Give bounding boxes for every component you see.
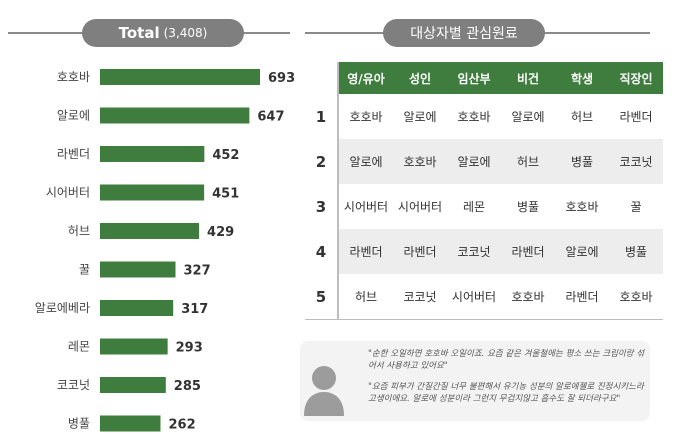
- table-cell: 병풀: [555, 139, 609, 184]
- category-label: 시어버터: [46, 186, 90, 200]
- rank-cell: 5: [305, 274, 339, 320]
- column-header-pregnant: 임산부: [447, 62, 501, 94]
- table-cell: 라벤더: [338, 229, 393, 274]
- category-label: 병풀: [68, 417, 90, 431]
- table-cell: 알로에: [447, 139, 501, 184]
- category-label: 허브: [68, 224, 90, 238]
- table-cell: 라벤더: [501, 229, 555, 274]
- table-cell: 병풀: [609, 229, 663, 274]
- rank-cell: 1: [305, 94, 339, 139]
- bar: [100, 184, 205, 201]
- category-label: 꿀: [79, 263, 90, 277]
- category-label: 호호바: [57, 70, 90, 84]
- category-label: 코코넛: [57, 378, 90, 392]
- left-header-rule-right: [238, 32, 290, 34]
- person-silhouette-icon: [304, 366, 344, 416]
- bar: [100, 415, 161, 432]
- table-cell: 코코넛: [609, 139, 663, 184]
- column-header-vegan: 비건: [501, 62, 555, 94]
- value-label: 451: [212, 187, 239, 202]
- table-cell: 호호바: [393, 139, 447, 184]
- preference-table: 영/유아 성인 임산부 비건 학생 직장인 1 호호바 알로에 호호바 알로에 …: [305, 62, 663, 320]
- bar: [100, 223, 200, 239]
- value-label: 293: [176, 341, 203, 356]
- table-cell: 알로에: [338, 139, 393, 184]
- table-cell: 알로에: [403, 110, 437, 124]
- rank-cell: 2: [305, 139, 339, 184]
- value-label: 429: [207, 225, 234, 240]
- table-row: 5 허브 코코넛 시어버터 호호바 라벤더 호호바: [305, 274, 663, 320]
- quote-text-2: "요즘 피부가 간질간질 너무 불편해서 유기농 성분의 알로에젤로 진정시키느…: [368, 382, 644, 404]
- table-cell: 시어버터: [343, 200, 389, 214]
- table-corner: [305, 62, 339, 94]
- table-cell: 라벤더: [619, 110, 653, 124]
- table-cell: 호호바: [457, 110, 491, 124]
- table-cell: 허브: [501, 139, 555, 184]
- value-label: 317: [181, 302, 208, 317]
- quote-text-1: "순한 오일하면 호호바 오일이죠. 요즘 같은 겨울철에는 평소 쓰는 크림이…: [368, 349, 645, 371]
- table-cell: 병풀: [516, 200, 540, 214]
- table-cell: 허브: [570, 110, 594, 124]
- value-label: 693: [268, 71, 295, 86]
- bar: [100, 69, 260, 85]
- right-header-rule-left: [305, 32, 387, 34]
- column-header-student: 학생: [555, 62, 609, 94]
- bar: [100, 377, 166, 393]
- bar: [100, 107, 250, 124]
- value-label: 647: [257, 110, 284, 125]
- value-label: 285: [174, 379, 201, 394]
- table-row: 1 호호바 알로에 호호바 알로에 허브 라벤더: [305, 94, 663, 139]
- table-cell: 라벤더: [393, 229, 447, 274]
- column-header-adult: 성인: [393, 62, 447, 94]
- rank-cell: 3: [305, 184, 339, 229]
- bar: [100, 338, 168, 355]
- quote-box: [300, 341, 650, 421]
- table-cell: 코코넛: [393, 274, 447, 320]
- table-row: 3 시어버터 시어버터 레몬 병풀 호호바 꿀: [305, 184, 663, 229]
- category-label: 알로에: [57, 109, 90, 123]
- column-header-infant: 영/유아: [338, 62, 393, 94]
- right-header-rule-right: [540, 32, 650, 34]
- bar: [100, 146, 205, 162]
- chart-total-count: (3,408): [163, 26, 208, 40]
- table-cell: 호호바: [565, 200, 599, 214]
- category-label: 라벤더: [57, 147, 90, 161]
- category-label: 레몬: [68, 340, 90, 354]
- table-cell: 시어버터: [397, 200, 443, 214]
- table-cell: 호호바: [349, 110, 383, 124]
- value-label: 327: [183, 264, 210, 279]
- table-cell: 꿀: [630, 200, 642, 214]
- column-header-worker: 직장인: [609, 62, 663, 94]
- left-header-rule-left: [8, 32, 88, 34]
- table-title-pill: 대상자별 관심원료: [383, 19, 545, 47]
- table-cell: 호호바: [609, 274, 663, 320]
- table-cell: 시어버터: [447, 274, 501, 320]
- table-row: 2 알로에 호호바 알로에 허브 병풀 코코넛: [305, 139, 663, 184]
- value-label: 262: [168, 418, 195, 433]
- table-header-row: 영/유아 성인 임산부 비건 학생 직장인: [305, 62, 663, 94]
- chart-title: Total: [118, 24, 160, 42]
- rank-cell: 4: [305, 229, 339, 274]
- table-cell: 호호바: [501, 274, 555, 320]
- table-cell: 알로에: [511, 110, 545, 124]
- chart-title-pill: Total (3,408): [82, 19, 244, 47]
- table-cell: 코코넛: [447, 229, 501, 274]
- value-label: 452: [212, 148, 239, 163]
- table-row: 4 라벤더 라벤더 코코넛 라벤더 알로에 병풀: [305, 229, 663, 274]
- ingredient-bar-chart: 호호바 693 알로에 647 라벤더 452 시어버터 451 허브 429 꿀 327 알로에베라 3…: [35, 69, 295, 433]
- bar: [100, 300, 174, 316]
- bar: [100, 261, 176, 278]
- category-label: 알로에베라: [35, 301, 90, 315]
- table-title: 대상자별 관심원료: [410, 26, 518, 42]
- table-cell: 허브: [338, 274, 393, 320]
- table-cell: 레몬: [462, 200, 486, 214]
- table-cell: 알로에: [555, 229, 609, 274]
- table-cell: 라벤더: [555, 274, 609, 320]
